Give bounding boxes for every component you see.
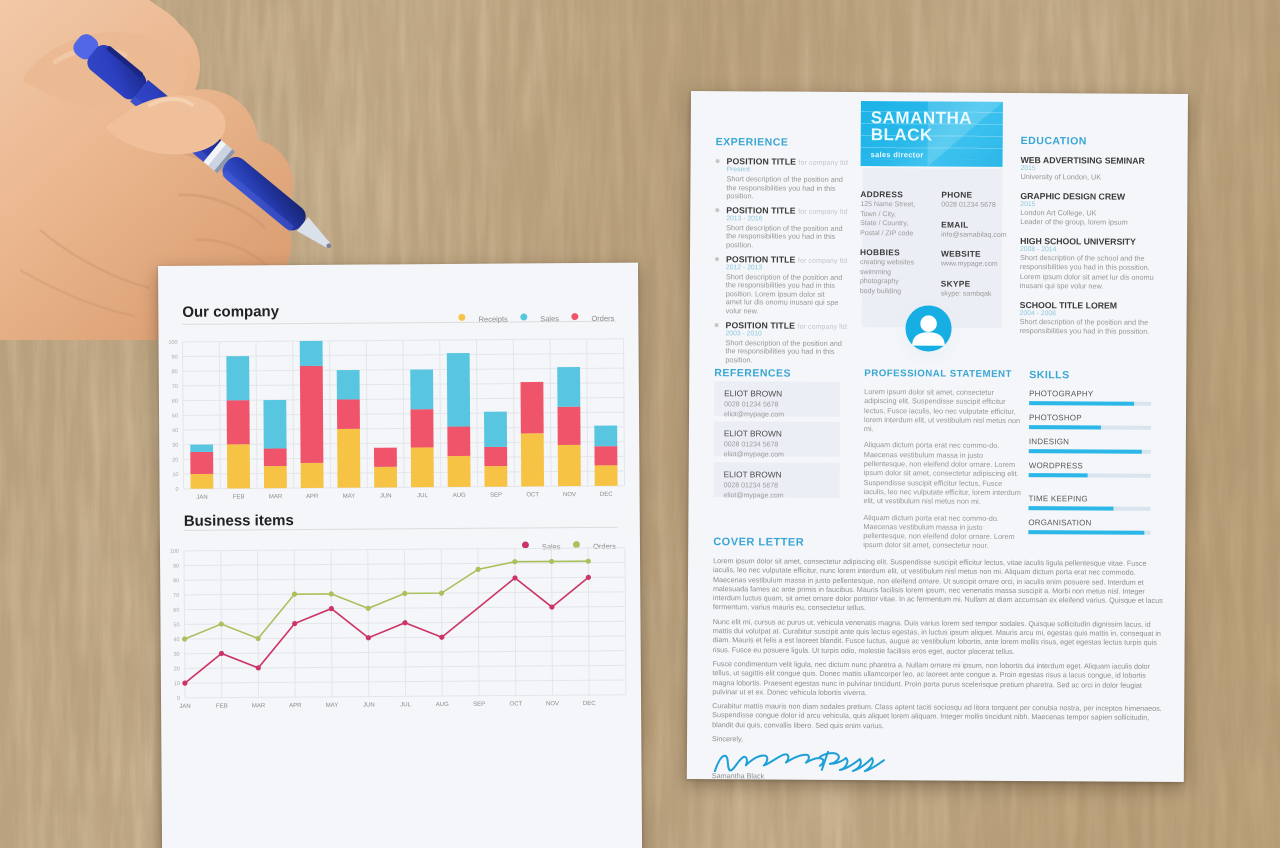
svg-text:80: 80 [172, 369, 178, 375]
svg-text:20: 20 [172, 457, 178, 463]
svg-text:OCT: OCT [510, 701, 523, 707]
svg-text:50: 50 [172, 413, 178, 419]
svg-text:20: 20 [174, 666, 180, 672]
svg-text:60: 60 [172, 399, 178, 405]
svg-text:60: 60 [173, 608, 179, 614]
svg-text:APR: APR [289, 703, 302, 709]
svg-text:50: 50 [173, 622, 179, 628]
svg-text:DEC: DEC [583, 701, 596, 707]
svg-text:SEP: SEP [473, 702, 485, 708]
svg-text:JUL: JUL [400, 702, 411, 708]
svg-text:AUG: AUG [436, 702, 449, 708]
svg-text:40: 40 [173, 637, 179, 643]
svg-text:70: 70 [173, 593, 179, 599]
svg-text:JAN: JAN [179, 704, 190, 710]
svg-text:10: 10 [174, 681, 180, 687]
svg-text:40: 40 [172, 428, 178, 434]
svg-text:100: 100 [170, 549, 179, 555]
svg-text:30: 30 [174, 652, 180, 658]
svg-text:NOV: NOV [546, 701, 559, 707]
svg-text:JUN: JUN [363, 702, 375, 708]
svg-text:MAY: MAY [326, 703, 339, 709]
svg-text:90: 90 [173, 564, 179, 570]
svg-text:30: 30 [172, 443, 178, 449]
svg-text:MAR: MAR [252, 703, 266, 709]
svg-text:90: 90 [171, 355, 177, 361]
svg-text:70: 70 [172, 384, 178, 390]
svg-text:80: 80 [173, 578, 179, 584]
svg-text:100: 100 [168, 340, 177, 346]
svg-text:FEB: FEB [216, 704, 228, 710]
svg-text:0: 0 [177, 696, 180, 702]
